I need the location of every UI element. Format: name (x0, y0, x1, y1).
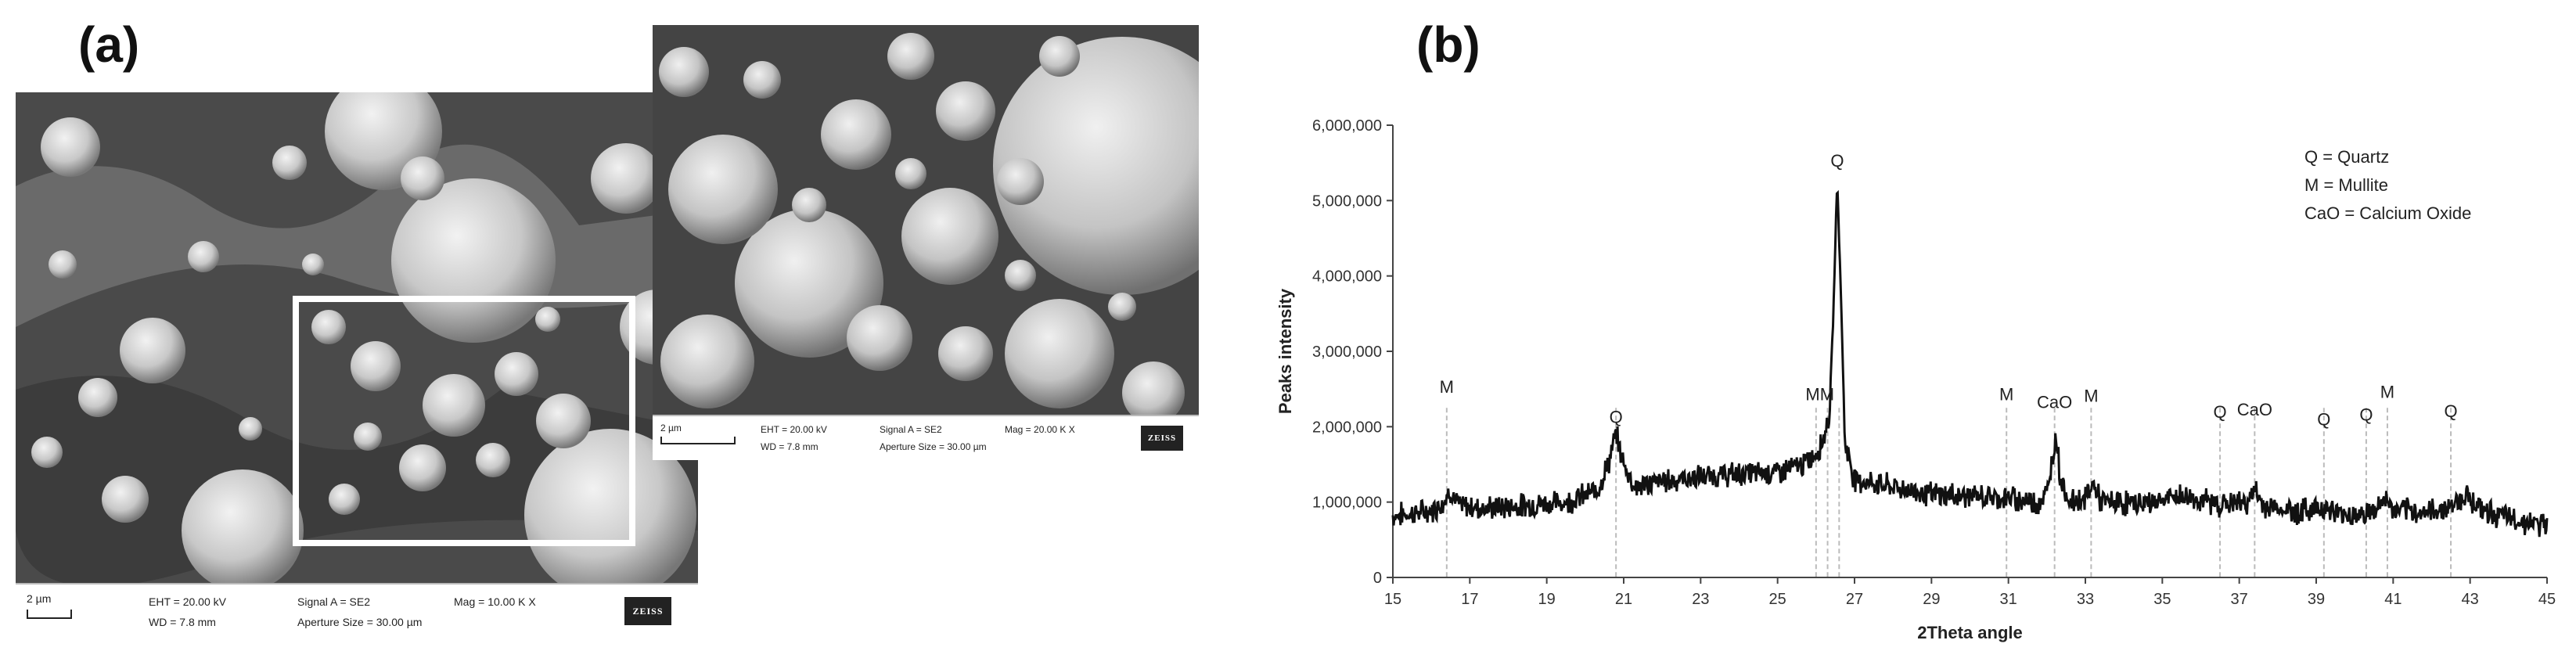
x-tick-label: 41 (2384, 591, 2402, 608)
sem-particles-main (16, 92, 698, 638)
y-tick-label: 4,000,000 (1312, 268, 1382, 286)
peak-annotation: Q (2214, 402, 2227, 422)
panel-a-label: (a) (78, 16, 140, 73)
x-tick-label: 31 (2000, 591, 2017, 608)
y-tick-label: 5,000,000 (1312, 192, 1382, 210)
x-tick-label: 25 (1769, 591, 1786, 608)
x-tick-label: 33 (2077, 591, 2094, 608)
inset-eht-value: EHT = 20.00 kV (761, 424, 827, 435)
xrd-pattern-line (1391, 189, 2549, 538)
scale-label: 2 µm (27, 592, 52, 605)
inset-scale-bar (660, 437, 736, 444)
x-tick-label: 39 (2308, 591, 2325, 608)
scale-bar (27, 610, 72, 619)
sem-micrograph-main: 2 µm EHT = 20.00 kV WD = 7.8 mm Signal A… (16, 92, 698, 638)
sem-particles-inset (653, 25, 1199, 460)
inset-aperture-value: Aperture Size = 30.00 µm (880, 441, 987, 452)
peak-annotation: MM (1805, 385, 1834, 405)
eht-value: EHT = 20.00 kV (149, 595, 226, 608)
panel-b-label: (b) (1416, 16, 1480, 73)
x-tick-label: 21 (1615, 591, 1632, 608)
x-tick-label: 43 (2462, 591, 2479, 608)
x-axis-label: 2Theta angle (1917, 623, 2022, 642)
peak-annotation: M (1999, 385, 2013, 405)
peak-annotation: Q (1830, 151, 1844, 171)
peak-annotation: Q (2445, 401, 2458, 421)
legend-entry: M = Mullite (2304, 175, 2388, 195)
y-axis-label: Peaks intensity (1275, 288, 1295, 414)
y-tick-label: 6,000,000 (1312, 117, 1382, 135)
x-tick-label: 19 (1538, 591, 1556, 608)
x-tick-label: 37 (2231, 591, 2248, 608)
signal-value: Signal A = SE2 (297, 595, 371, 608)
peak-annotation: M (1440, 377, 1454, 397)
x-tick-label: 35 (2153, 591, 2171, 608)
y-tick-label: 1,000,000 (1312, 495, 1382, 512)
peak-annotation: Q (2317, 409, 2330, 429)
peak-annotation: CaO (2037, 392, 2072, 412)
peak-annotation: Q (1610, 408, 1623, 427)
peak-annotation: M (2084, 387, 2098, 406)
x-tick-label: 29 (1923, 591, 1940, 608)
zoom-region-box (293, 296, 635, 546)
x-tick-label: 45 (2538, 591, 2556, 608)
peak-annotation: CaO (2237, 400, 2272, 419)
peak-annotation: M (2380, 383, 2394, 402)
sem-info-bar-main: 2 µm EHT = 20.00 kV WD = 7.8 mm Signal A… (16, 583, 698, 638)
magnification-value: Mag = 10.00 K X (454, 595, 536, 608)
x-tick-label: 17 (1461, 591, 1478, 608)
y-tick-label: 0 (1373, 570, 1382, 587)
x-tick-label: 15 (1384, 591, 1401, 608)
legend-entry: CaO = Calcium Oxide (2304, 203, 2471, 223)
inset-magnification-value: Mag = 20.00 K X (1005, 424, 1075, 435)
y-tick-label: 3,000,000 (1312, 343, 1382, 361)
x-tick-label: 27 (1846, 591, 1863, 608)
legend-entry: Q = Quartz (2304, 147, 2389, 167)
wd-value: WD = 7.8 mm (149, 616, 216, 628)
peak-annotation: Q (2359, 405, 2373, 425)
zeiss-logo: ZEISS (624, 597, 671, 625)
sem-micrograph-inset: 2 µm EHT = 20.00 kV WD = 7.8 mm Signal A… (653, 25, 1199, 460)
x-tick-label: 23 (1692, 591, 1709, 608)
aperture-value: Aperture Size = 30.00 µm (297, 616, 423, 628)
xrd-chart: 0 1,000,000 2,000,000 3,000,000 4,000,000 5,0… (1275, 117, 2556, 642)
inset-zeiss-logo: ZEISS (1141, 426, 1183, 451)
sem-info-bar-inset: 2 µm EHT = 20.00 kV WD = 7.8 mm Signal A… (653, 415, 1199, 460)
inset-wd-value: WD = 7.8 mm (761, 441, 818, 452)
inset-signal-value: Signal A = SE2 (880, 424, 942, 435)
y-tick-label: 2,000,000 (1312, 419, 1382, 436)
inset-scale-label: 2 µm (660, 423, 682, 433)
